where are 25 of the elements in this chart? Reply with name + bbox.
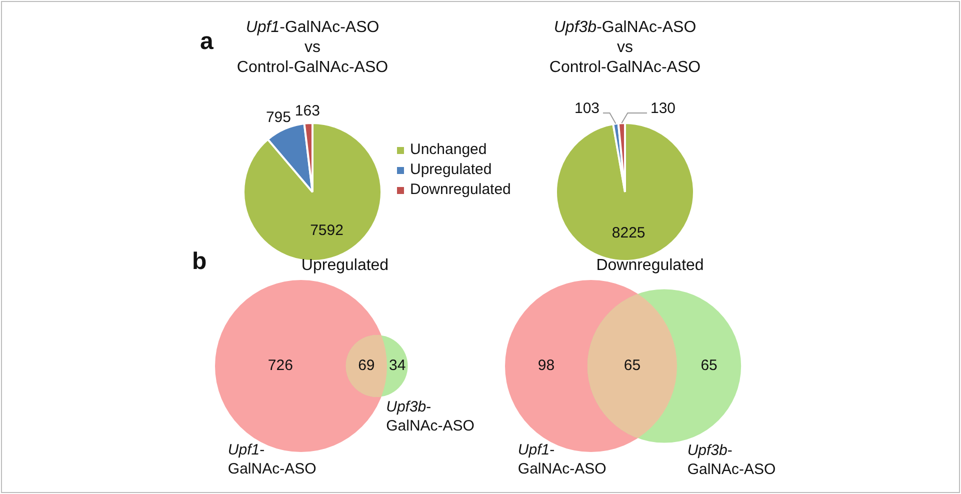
category-label: Upf3b-GalNAc-ASO: [386, 398, 474, 435]
data-label: 34: [389, 357, 406, 374]
data-label: 163: [294, 102, 320, 120]
chart-title: Upf3b-GalNAc-ASO vs Control-GalNAc-ASO: [548, 18, 702, 78]
data-label: 69: [358, 357, 375, 374]
legend-label: Downregulated: [409, 180, 511, 200]
data-label: 65: [700, 357, 718, 374]
category-label: Upf1-GalNAc-ASO: [228, 441, 316, 478]
data-label: 8225: [612, 224, 646, 242]
text: Upregulated: [301, 257, 389, 274]
text: a: [200, 28, 214, 56]
data-label: 98: [538, 357, 555, 374]
data-label: 130: [650, 100, 676, 118]
legend-label: Unchanged: [409, 140, 488, 160]
category-label: Upf1-GalNAc-ASO: [518, 441, 606, 478]
data-label: 103: [574, 100, 600, 118]
legend-label: Upregulated: [409, 160, 493, 180]
text: Downregulated: [595, 256, 705, 276]
data-label: 7592: [310, 222, 344, 239]
data-label: 726: [268, 357, 293, 374]
data-label: 65: [624, 357, 641, 374]
category-label: Upf3b-GalNAc-ASO: [687, 442, 776, 478]
chart-title: Upf1-GalNAc-ASO vs Control-GalNAc-ASO: [236, 19, 388, 76]
data-label: 795: [266, 108, 291, 126]
text: b: [192, 248, 207, 276]
